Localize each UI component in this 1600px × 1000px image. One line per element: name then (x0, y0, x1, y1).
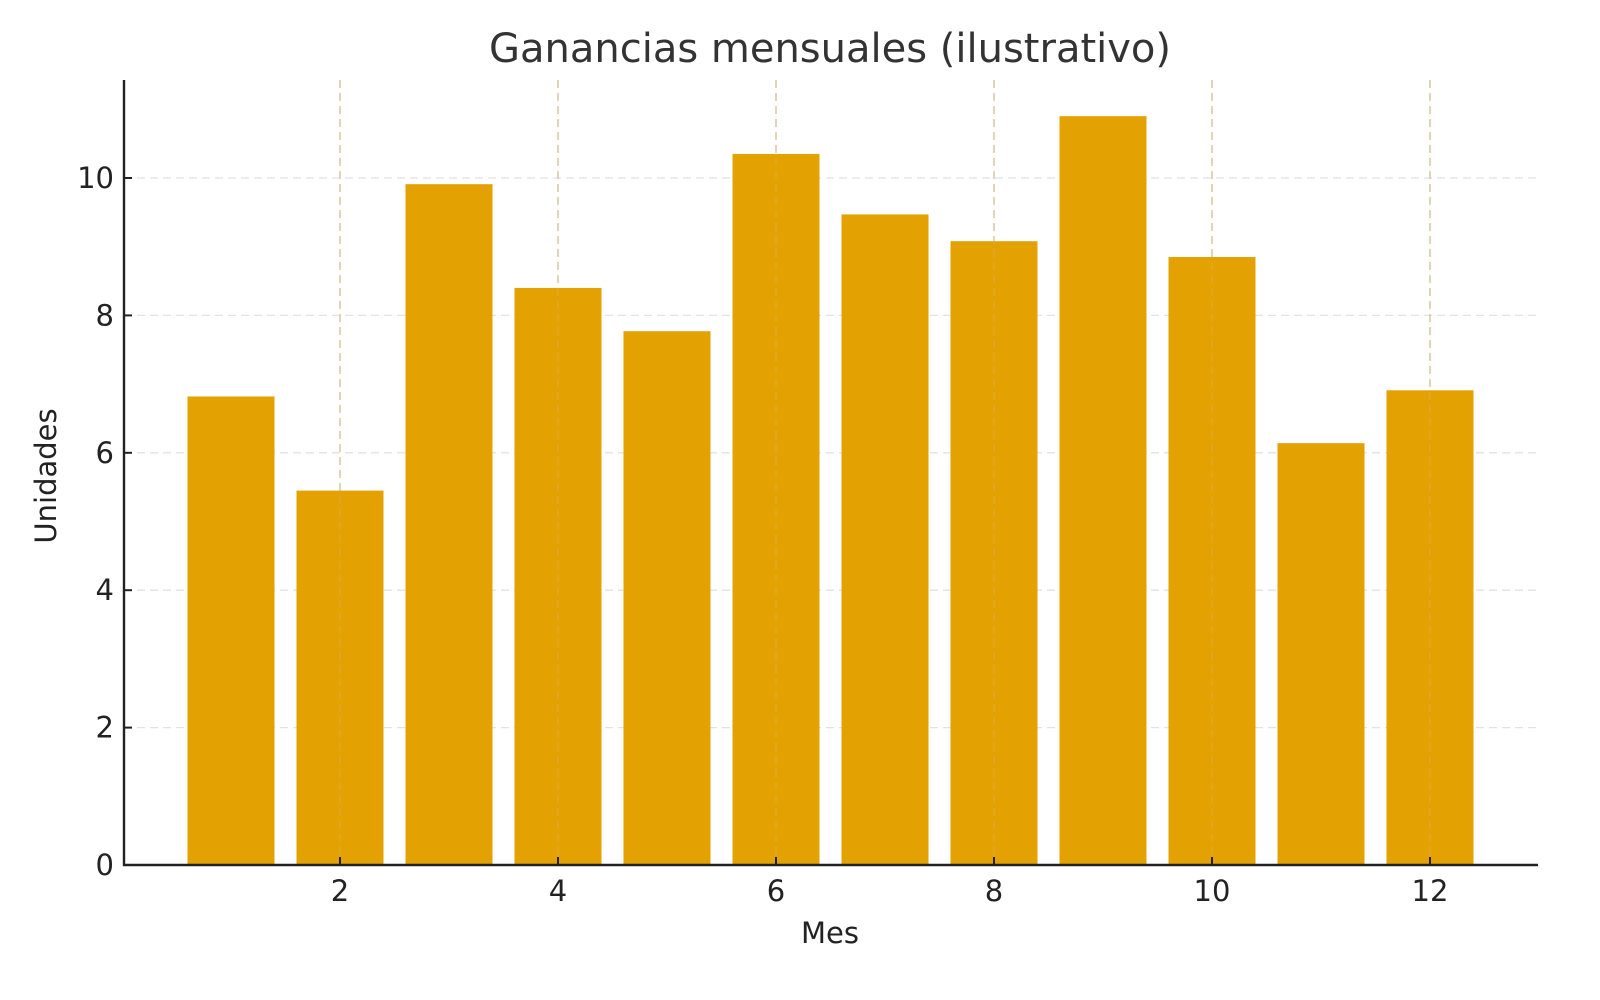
y-axis-label: Unidades (29, 408, 63, 543)
bar-month-7 (841, 214, 929, 865)
y-tick-label: 2 (96, 711, 114, 745)
bar-month-11 (1277, 443, 1365, 865)
x-tick-label: 4 (549, 874, 567, 908)
x-tick-label: 10 (1194, 874, 1231, 908)
bar-month-3 (405, 184, 493, 866)
x-tick-label: 8 (985, 874, 1003, 908)
x-axis-label: Mes (801, 916, 859, 950)
bars (187, 80, 1474, 866)
x-tick-label: 6 (767, 874, 785, 908)
bar-month-9 (1059, 116, 1147, 866)
vertical-grid-overlay (339, 80, 1431, 865)
y-tick-label: 0 (96, 848, 114, 882)
bar-month-1 (187, 396, 275, 865)
x-tick-label: 2 (331, 874, 349, 908)
y-tick-label: 6 (96, 436, 114, 470)
y-axis-ticks: 0 2 4 6 8 10 (77, 161, 132, 882)
chart-title: Ganancias mensuales (ilustrativo) (489, 26, 1171, 72)
bar-month-5 (623, 331, 711, 865)
x-axis-ticks: 2 4 6 8 10 12 (331, 857, 1449, 908)
y-tick-label: 10 (77, 161, 114, 195)
y-tick-label: 8 (96, 298, 114, 332)
x-tick-label: 12 (1412, 874, 1449, 908)
y-tick-label: 4 (96, 573, 114, 607)
axes (122, 80, 1538, 867)
